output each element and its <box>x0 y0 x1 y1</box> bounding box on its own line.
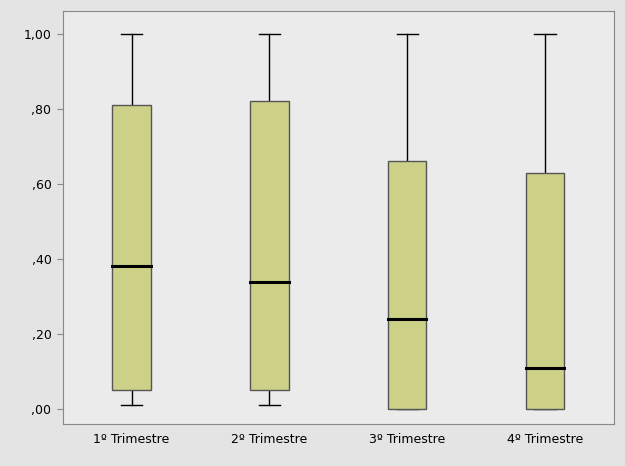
FancyBboxPatch shape <box>526 172 564 409</box>
FancyBboxPatch shape <box>112 105 151 391</box>
FancyBboxPatch shape <box>388 161 426 409</box>
FancyBboxPatch shape <box>250 101 289 391</box>
